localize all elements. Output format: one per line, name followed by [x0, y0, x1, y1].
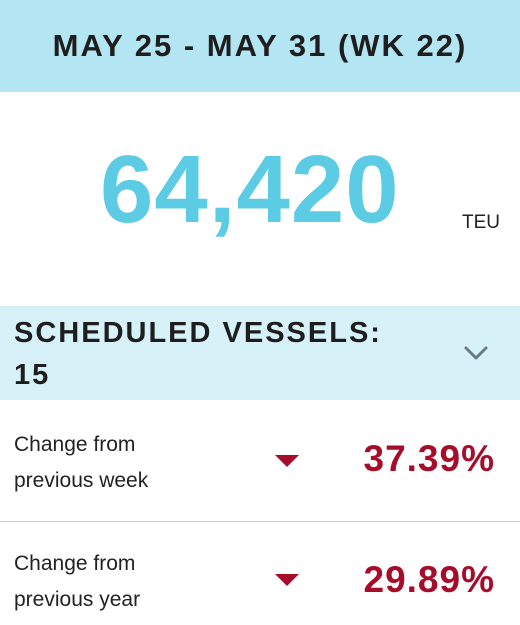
change-label-line2: previous week — [14, 469, 149, 492]
total-volume-unit: TEU — [462, 212, 500, 233]
change-row-previous-year: Change from previous year 29.89% — [0, 522, 520, 625]
chevron-down-icon[interactable] — [458, 338, 494, 368]
change-label-line2: previous year — [14, 588, 141, 611]
week-title: MAY 25 - MAY 31 (WK 22) — [52, 28, 468, 63]
week-header: MAY 25 - MAY 31 (WK 22) — [0, 0, 520, 92]
total-volume: 64,420 TEU — [0, 92, 520, 306]
change-row-previous-week: Change from previous week 37.39% — [0, 401, 520, 522]
change-label-line1: Change from — [14, 552, 136, 575]
decrease-arrow-icon — [275, 574, 299, 586]
decrease-arrow-icon — [275, 455, 299, 467]
total-volume-value: 64,420 — [100, 136, 400, 243]
change-label: Change from previous week — [14, 427, 214, 499]
scheduled-vessels-panel[interactable]: SCHEDULED VESSELS: 15 — [0, 306, 520, 400]
scheduled-vessels-count: 15 — [14, 359, 51, 391]
scheduled-vessels-title: SCHEDULED VESSELS: — [14, 317, 382, 349]
scheduled-vessels-label: SCHEDULED VESSELS: 15 — [14, 312, 434, 396]
change-value: 29.89% — [363, 559, 495, 600]
change-label: Change from previous year — [14, 546, 214, 618]
change-value: 37.39% — [363, 438, 495, 479]
change-label-line1: Change from — [14, 433, 136, 456]
